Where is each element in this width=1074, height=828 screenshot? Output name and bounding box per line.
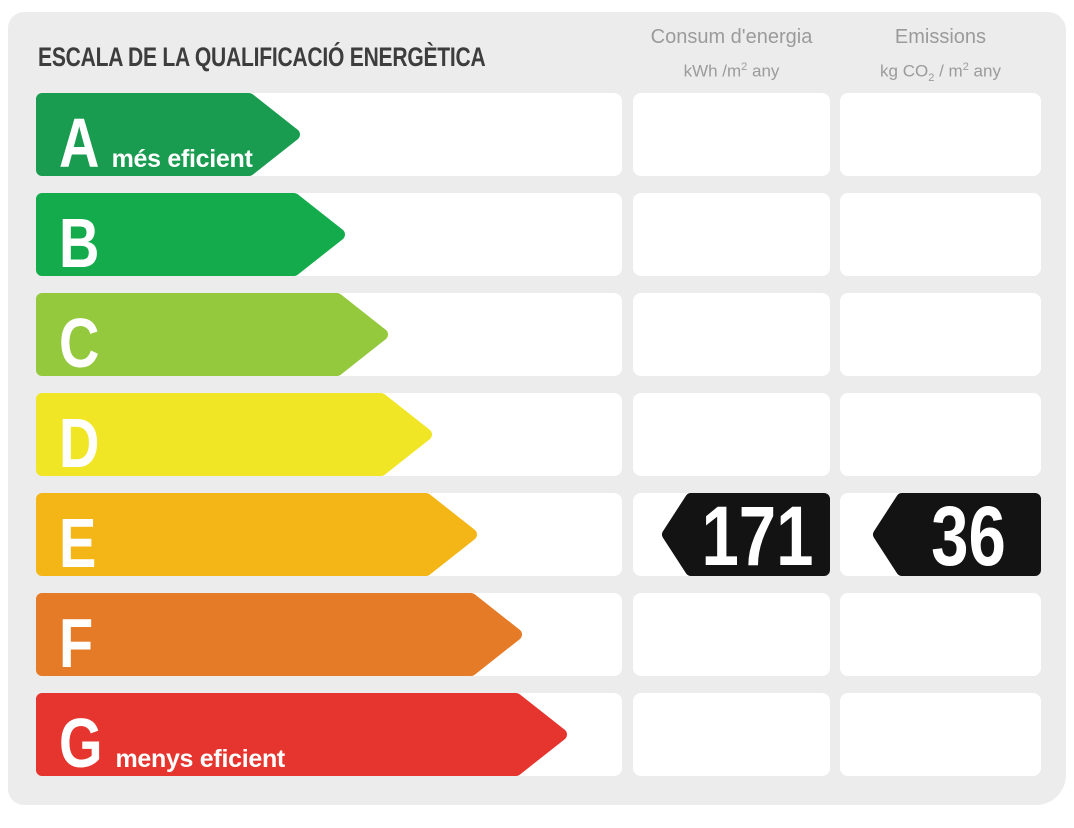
consum-cell (633, 93, 830, 176)
consum-header-title: Consum d'energia (650, 26, 813, 48)
emissions-cell (840, 93, 1041, 176)
emissions-cell (840, 693, 1041, 776)
grade-annotation: més eficient (111, 145, 253, 173)
grade-letter: B (59, 204, 100, 282)
emissions-value: 36 (931, 489, 1006, 583)
grade-letter: A (59, 104, 100, 182)
consum-cell (633, 293, 830, 376)
grade-letter: E (59, 504, 97, 582)
consum-value: 171 (701, 489, 814, 583)
grade-letter: C (59, 304, 100, 382)
consum-header-unit: kWh /m2 any (683, 61, 780, 81)
grade-annotation: menys eficient (115, 745, 285, 773)
scale-row-e: E 171 36 (8, 489, 1066, 583)
scale-row-f: F (8, 593, 1066, 682)
grade-arrow-e: E (36, 493, 477, 582)
grade-arrow-d: D (36, 393, 432, 482)
emissions-header-unit: kg CO2 / m2 any (880, 61, 1001, 85)
energy-scale-panel: ESCALA DE LA QUALIFICACIÓ ENERGÈTICA Con… (8, 12, 1066, 805)
consum-value-arrow: 171 (660, 489, 830, 583)
scale-row-c: C (8, 293, 1066, 382)
scale-row-b: B (8, 193, 1066, 282)
grade-letter: F (59, 604, 94, 682)
emissions-cell (840, 293, 1041, 376)
consum-cell (633, 693, 830, 776)
consum-column-header: Consum d'energia kWh /m2 any (633, 24, 830, 85)
consum-cell (633, 193, 830, 276)
grade-arrow-b: B (36, 193, 345, 282)
scale-row-d: D (8, 393, 1066, 482)
emissions-value-arrow: 36 (871, 489, 1041, 583)
consum-cell (633, 393, 830, 476)
emissions-column-header: Emissions kg CO2 / m2 any (840, 24, 1041, 91)
grade-arrow-c: C (36, 293, 388, 382)
emissions-cell (840, 593, 1041, 676)
grade-letter: D (59, 404, 100, 482)
grade-letter: G (59, 704, 103, 782)
page-title: ESCALA DE LA QUALIFICACIÓ ENERGÈTICA (38, 42, 486, 72)
emissions-header-title: Emissions (894, 26, 987, 48)
emissions-cell (840, 193, 1041, 276)
emissions-cell (840, 393, 1041, 476)
grade-arrow-f: F (36, 593, 522, 682)
consum-cell (633, 593, 830, 676)
